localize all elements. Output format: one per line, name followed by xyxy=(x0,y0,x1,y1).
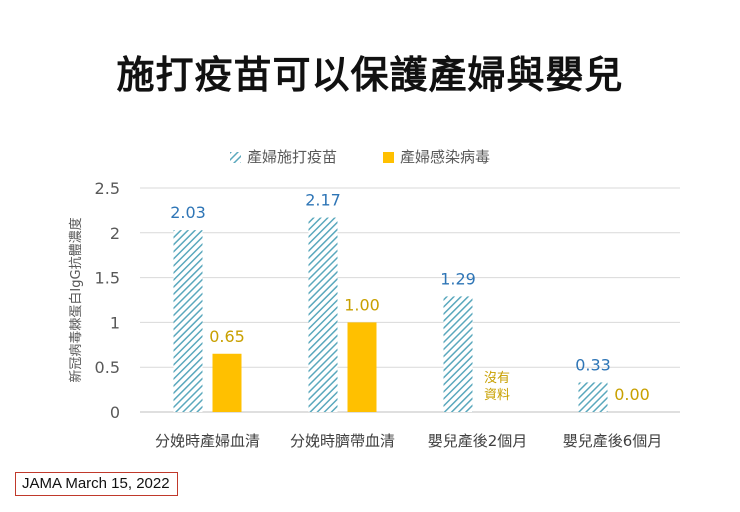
data-label-vaccinated: 0.33 xyxy=(575,355,611,374)
bar-infected xyxy=(347,322,377,412)
data-label-infected: 1.00 xyxy=(344,295,380,314)
y-tick-label: 0.5 xyxy=(95,358,120,377)
page-title: 施打疫苗可以保護產婦與嬰兒 xyxy=(116,53,624,97)
data-label-infected: 0.00 xyxy=(614,385,650,404)
x-tick-label: 嬰兒產後2個月 xyxy=(428,432,528,450)
x-tick-label: 分娩時產婦血清 xyxy=(155,432,260,450)
y-tick-label: 2 xyxy=(110,224,120,243)
legend-label-infected: 產婦感染病毒 xyxy=(400,148,490,166)
bar-vaccinated xyxy=(578,382,608,412)
y-tick-label: 2.5 xyxy=(95,179,120,198)
legend-label-vaccinated: 產婦施打疫苗 xyxy=(247,148,337,166)
bar-vaccinated xyxy=(173,230,203,412)
legend-swatch-infected xyxy=(383,152,394,163)
data-label-infected: 0.65 xyxy=(209,327,245,346)
x-tick-label: 嬰兒產後6個月 xyxy=(563,432,663,450)
x-tick-label: 分娩時臍帶血清 xyxy=(290,432,395,450)
y-tick-label: 0 xyxy=(110,403,120,422)
data-label-vaccinated: 1.29 xyxy=(440,269,476,288)
y-tick-label: 1.5 xyxy=(95,269,120,288)
y-axis-label: 新冠病毒棘蛋白IgG抗體濃度 xyxy=(68,217,84,382)
bar-vaccinated xyxy=(443,296,473,412)
data-label-vaccinated: 2.17 xyxy=(305,191,341,210)
data-label-vaccinated: 2.03 xyxy=(170,203,206,222)
legend-swatch-vaccinated xyxy=(230,152,241,163)
bar-vaccinated xyxy=(308,217,338,412)
bar-infected xyxy=(212,353,242,412)
source-citation: JAMA March 15, 2022 xyxy=(15,472,178,496)
y-tick-label: 1 xyxy=(110,313,120,332)
data-label-infected-no-data: 沒有資料 xyxy=(484,371,510,403)
